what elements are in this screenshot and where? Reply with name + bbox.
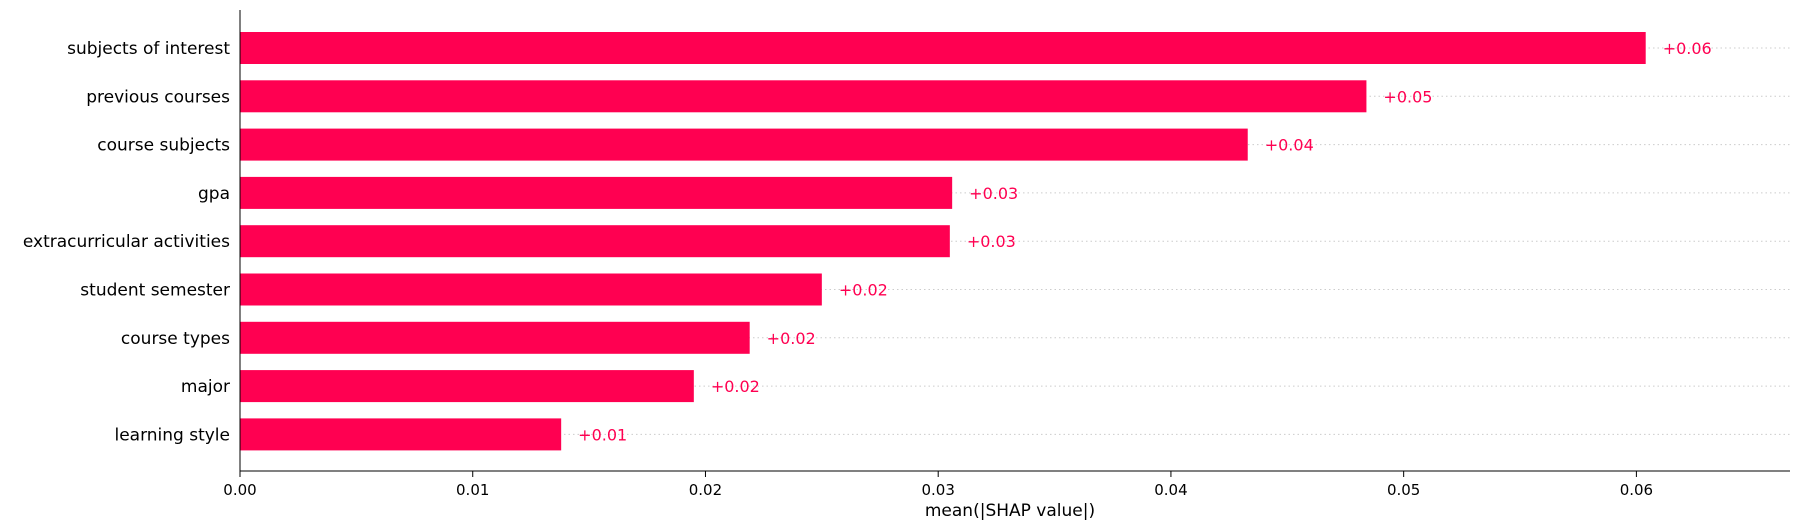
- category-label: major: [181, 377, 230, 397]
- x-tick-label: 0.00: [223, 481, 256, 499]
- bar-value-label: +0.02: [767, 329, 816, 348]
- bar-value-label: +0.02: [839, 281, 888, 300]
- category-label: course types: [121, 329, 230, 349]
- category-label: extracurricular activities: [23, 232, 230, 252]
- bar: [240, 418, 562, 451]
- value-labels: +0.06 +0.05 +0.04 +0.03 +0.03 +0.02 +0.02 +0.02…: [578, 39, 1712, 444]
- x-axis-title: mean(|SHAP value|): [925, 501, 1095, 521]
- bar-value-label: +0.02: [711, 377, 760, 396]
- bar: [240, 176, 953, 209]
- category-label: course subjects: [97, 136, 230, 156]
- category-label: student semester: [80, 281, 230, 301]
- x-ticks: 0.00 0.01 0.02 0.03 0.04 0.05 0.06: [223, 471, 1653, 499]
- x-tick-label: 0.06: [1620, 481, 1653, 499]
- x-tick-label: 0.02: [689, 481, 722, 499]
- bar-value-label: +0.05: [1383, 87, 1432, 106]
- bar-value-label: +0.06: [1663, 39, 1712, 58]
- axes: [239, 10, 1790, 472]
- bar: [240, 128, 1248, 161]
- bar-value-label: +0.03: [969, 184, 1018, 203]
- bar: [240, 321, 750, 354]
- category-label: previous courses: [86, 87, 230, 107]
- x-tick-label: 0.01: [456, 481, 489, 499]
- bar-value-label: +0.03: [967, 232, 1016, 251]
- bar: [240, 273, 822, 306]
- bar: [240, 370, 694, 403]
- category-labels: subjects of interest previous courses cour…: [23, 39, 230, 445]
- bars: [240, 32, 1646, 451]
- bar-value-label: +0.01: [578, 425, 627, 444]
- category-label: subjects of interest: [67, 39, 230, 59]
- category-label: gpa: [198, 184, 230, 204]
- bar: [240, 225, 950, 258]
- bar-value-label: +0.04: [1265, 136, 1314, 155]
- x-tick-label: 0.03: [921, 481, 954, 499]
- category-label: learning style: [114, 425, 230, 445]
- x-tick-label: 0.04: [1154, 481, 1187, 499]
- bar: [240, 80, 1367, 113]
- x-tick-label: 0.05: [1387, 481, 1420, 499]
- bar: [240, 32, 1646, 64]
